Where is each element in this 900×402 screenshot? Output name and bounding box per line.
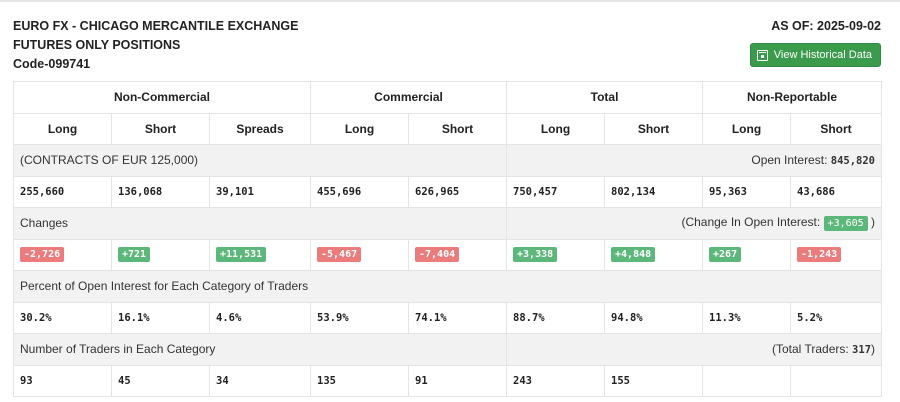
group-header-row: Non-Commercial Commercial Total Non-Repo… xyxy=(13,81,883,114)
col-comm-short: Short xyxy=(407,112,508,145)
traders-cell: 93 xyxy=(13,364,112,397)
total-traders: (Total Traders: 317) xyxy=(506,333,883,366)
change-badge: +11,531 xyxy=(216,247,267,263)
change-open-interest: (Change In Open Interest: +3,605 ) xyxy=(506,207,883,240)
report-header: EURO FX - CHICAGO MERCANTILE EXCHANGE FU… xyxy=(13,17,881,75)
traders-label: Number of Traders in Each Category xyxy=(12,333,508,366)
changes-row: -2,726 +721 +11,531 -5,467 -7,404 +3,338… xyxy=(13,238,883,271)
as-of-date: AS OF: 2025-09-02 xyxy=(771,19,881,33)
percent-cell: 16.1% xyxy=(111,301,210,334)
contracts-label: (CONTRACTS OF EUR 125,000) xyxy=(12,144,508,177)
contracts-band: (CONTRACTS OF EUR 125,000) Open Interest… xyxy=(12,144,883,177)
total-traders-prefix: (Total Traders: xyxy=(772,342,849,357)
col-comm-long: Long xyxy=(310,112,409,145)
group-commercial: Commercial xyxy=(309,81,508,114)
percent-cell: 74.1% xyxy=(407,301,508,334)
top-border xyxy=(0,0,900,2)
change-badge: +267 xyxy=(709,247,742,263)
change-badge: -1,243 xyxy=(797,247,842,263)
open-interest-value: 845,820 xyxy=(830,155,876,168)
calendar-icon xyxy=(756,49,768,61)
change-badge: +4,848 xyxy=(611,247,656,263)
cot-positions-table: Non-Commercial Commercial Total Non-Repo… xyxy=(12,81,883,397)
exchange-title: EURO FX - CHICAGO MERCANTILE EXCHANGE xyxy=(13,19,299,33)
view-historical-data-button[interactable]: View Historical Data xyxy=(749,43,881,67)
traders-cell: 135 xyxy=(310,364,409,397)
percent-label: Percent of Open Interest for Each Catego… xyxy=(12,270,883,303)
percent-row: 30.2% 16.1% 4.6% 53.9% 74.1% 88.7% 94.8%… xyxy=(13,301,883,334)
col-noncomm-spreads: Spreads xyxy=(209,112,311,145)
group-total: Total xyxy=(506,81,704,114)
change-oi-badge: +3,605 xyxy=(823,216,868,232)
change-badge: -7,404 xyxy=(415,247,460,263)
changes-label: Changes xyxy=(12,207,508,240)
traders-cell: 243 xyxy=(506,364,606,397)
traders-row: 93 45 34 135 91 243 155 xyxy=(13,364,883,397)
col-nonrep-short: Short xyxy=(790,112,883,145)
percent-cell: 11.3% xyxy=(702,301,792,334)
change-cell: +4,848 xyxy=(604,238,704,271)
change-cell: -7,404 xyxy=(407,238,508,271)
open-interest-label: Open Interest: xyxy=(751,153,828,168)
percent-cell: 88.7% xyxy=(506,301,606,334)
traders-cell: 91 xyxy=(407,364,508,397)
change-cell: +3,338 xyxy=(506,238,606,271)
contracts-cell: 455,696 xyxy=(310,175,409,208)
open-interest: Open Interest: 845,820 xyxy=(506,144,883,177)
contracts-cell: 750,457 xyxy=(506,175,606,208)
column-header-row: Long Short Spreads Long Short Long Short… xyxy=(13,112,883,145)
traders-cell xyxy=(702,364,792,397)
change-cell: +721 xyxy=(111,238,210,271)
contracts-cell: 802,134 xyxy=(604,175,704,208)
col-total-long: Long xyxy=(506,112,606,145)
traders-cell: 34 xyxy=(209,364,311,397)
change-badge: -2,726 xyxy=(20,247,65,263)
percent-cell: 53.9% xyxy=(310,301,409,334)
col-noncomm-long: Long xyxy=(13,112,112,145)
total-traders-value: 317 xyxy=(852,344,872,357)
changes-band: Changes (Change In Open Interest: +3,605… xyxy=(12,207,883,240)
traders-cell xyxy=(790,364,883,397)
change-badge: +721 xyxy=(118,247,151,263)
change-cell: -1,243 xyxy=(790,238,883,271)
view-historical-data-label: View Historical Data xyxy=(773,49,872,61)
traders-cell: 45 xyxy=(111,364,210,397)
traders-cell: 155 xyxy=(604,364,704,397)
change-cell: -2,726 xyxy=(13,238,112,271)
col-noncomm-short: Short xyxy=(111,112,210,145)
title-block: EURO FX - CHICAGO MERCANTILE EXCHANGE FU… xyxy=(13,17,298,74)
group-non-commercial: Non-Commercial xyxy=(13,81,311,114)
percent-band: Percent of Open Interest for Each Catego… xyxy=(12,270,883,303)
contract-code: Code-099741 xyxy=(13,57,91,71)
contracts-cell: 626,965 xyxy=(407,175,508,208)
change-badge: +3,338 xyxy=(513,247,558,263)
contracts-cell: 136,068 xyxy=(111,175,210,208)
total-traders-suffix: ) xyxy=(871,342,876,357)
contracts-cell: 43,686 xyxy=(790,175,883,208)
change-cell: +267 xyxy=(702,238,792,271)
change-oi-suffix: ) xyxy=(871,215,876,230)
contracts-cell: 39,101 xyxy=(209,175,311,208)
col-nonrep-long: Long xyxy=(702,112,792,145)
contracts-cell: 95,363 xyxy=(702,175,792,208)
traders-band: Number of Traders in Each Category (Tota… xyxy=(12,333,883,366)
change-oi-prefix: (Change In Open Interest: xyxy=(681,215,821,230)
col-total-short: Short xyxy=(604,112,704,145)
change-cell: +11,531 xyxy=(209,238,311,271)
report-type: FUTURES ONLY POSITIONS xyxy=(13,38,181,52)
change-cell: -5,467 xyxy=(310,238,409,271)
percent-cell: 30.2% xyxy=(13,301,112,334)
percent-cell: 94.8% xyxy=(604,301,704,334)
contracts-cell: 255,660 xyxy=(13,175,112,208)
percent-cell: 4.6% xyxy=(209,301,311,334)
group-non-reportable: Non-Reportable xyxy=(702,81,883,114)
percent-cell: 5.2% xyxy=(790,301,883,334)
change-badge: -5,467 xyxy=(317,247,362,263)
contracts-row: 255,660 136,068 39,101 455,696 626,965 7… xyxy=(13,175,883,208)
